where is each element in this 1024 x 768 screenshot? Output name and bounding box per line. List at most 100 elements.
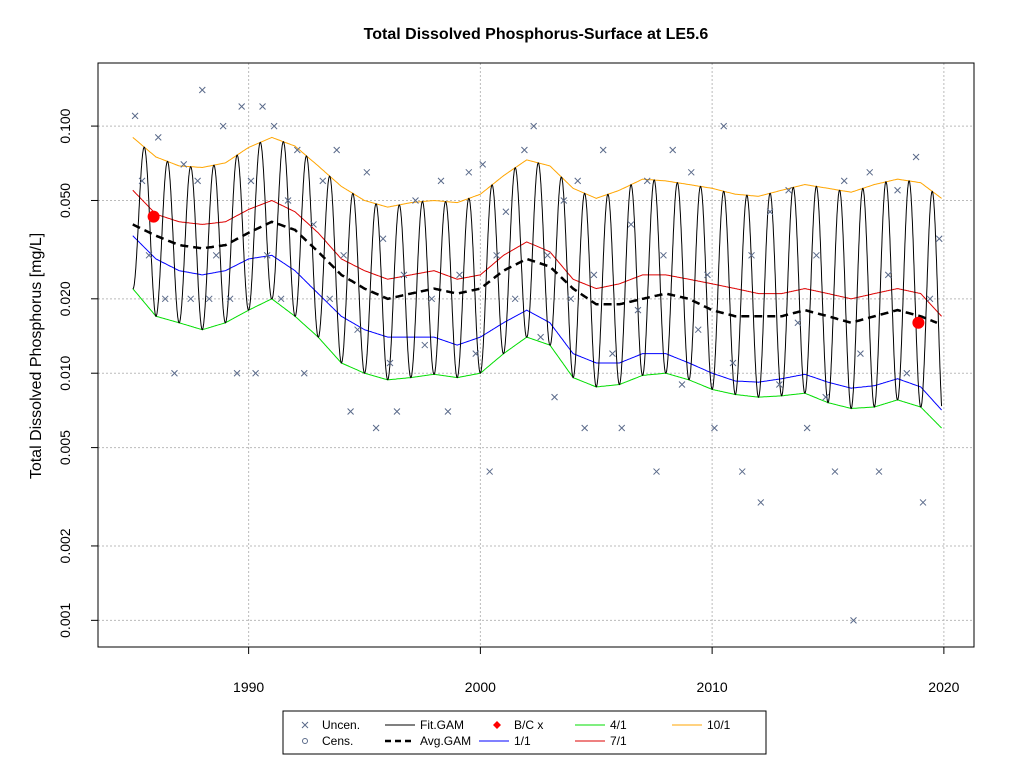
scatter-point xyxy=(226,295,234,303)
scatter-point xyxy=(187,295,195,303)
scatter-point xyxy=(894,186,901,194)
series-1-1 xyxy=(132,235,942,411)
scatter-point xyxy=(704,271,711,279)
scatter-point xyxy=(393,408,401,415)
scatter-point xyxy=(757,499,765,506)
y-tick-label-1: 0.002 xyxy=(57,528,73,563)
scatter-point xyxy=(669,146,677,154)
scatter-point xyxy=(926,295,934,303)
scatter-point xyxy=(479,161,487,168)
scatter-point xyxy=(912,153,920,161)
scatter-point xyxy=(347,408,354,415)
scatter-point xyxy=(729,359,737,367)
legend-cens-label: Cens. xyxy=(322,734,353,748)
scatter-point xyxy=(270,122,278,130)
legend-b-c-x-marker xyxy=(493,721,501,729)
scatter-point xyxy=(560,197,568,204)
scatter-point xyxy=(521,146,528,154)
scatter-point xyxy=(609,350,616,357)
scatter-point xyxy=(530,122,538,130)
scatter-point xyxy=(850,616,857,624)
scatter-point xyxy=(212,251,220,259)
scatter-point xyxy=(437,177,445,185)
bc-points xyxy=(147,210,925,329)
grid xyxy=(98,63,974,647)
series-fit-gam xyxy=(132,141,943,410)
scatter-point xyxy=(363,168,371,176)
scatter-point xyxy=(326,295,334,303)
scatter-point xyxy=(618,424,626,432)
legend-avg-gam-label: Avg.GAM xyxy=(420,734,471,748)
scatter-point xyxy=(263,251,271,259)
legend-7-1-label: 7/1 xyxy=(610,734,627,748)
scatter-points xyxy=(131,86,943,624)
scatter-point xyxy=(720,122,728,130)
scatter-point xyxy=(277,295,285,303)
scatter-point xyxy=(412,197,419,204)
scatter-point xyxy=(444,408,452,415)
scatter-point xyxy=(486,468,494,475)
scatter-point xyxy=(803,424,811,432)
scatter-point xyxy=(738,468,746,475)
scatter-point xyxy=(428,295,436,303)
scatter-point xyxy=(145,251,153,259)
scatter-point xyxy=(857,350,864,357)
scatter-point xyxy=(154,134,162,141)
bc-point xyxy=(912,316,925,329)
y-tick-label-2: 0.005 xyxy=(57,430,73,465)
scatter-point xyxy=(171,369,178,377)
scatter-point xyxy=(643,177,651,185)
scatter-point xyxy=(567,295,575,303)
scatter-point xyxy=(386,359,394,367)
scatter-point xyxy=(551,393,558,401)
scatter-point xyxy=(502,208,510,216)
scatter-point xyxy=(219,122,227,130)
scatter-point xyxy=(472,350,480,357)
scatter-point xyxy=(653,468,660,475)
y-tick-label-4: 0.020 xyxy=(57,281,73,316)
scatter-point xyxy=(379,235,387,243)
scatter-point xyxy=(233,369,241,377)
scatter-point xyxy=(421,341,429,349)
fit-gam-line xyxy=(132,141,943,410)
series-avg-gam xyxy=(132,220,938,325)
scatter-point xyxy=(935,235,943,243)
legend-uncen-label: Uncen. xyxy=(322,718,360,732)
scatter-point xyxy=(766,208,774,216)
legend-cens-marker xyxy=(302,738,308,744)
bc-point xyxy=(147,210,160,223)
scatter-point xyxy=(678,381,686,388)
scatter-point xyxy=(794,319,802,327)
chart-title: Total Dissolved Phosphorus-Surface at LE… xyxy=(364,26,709,43)
legend-b-c-x-label: B/C x xyxy=(514,718,543,732)
scatter-point xyxy=(198,86,206,94)
scatter-point xyxy=(284,197,292,204)
plot-frame xyxy=(97,62,975,648)
envelope-lines xyxy=(132,136,942,429)
scatter-point xyxy=(300,369,308,377)
scatter-point xyxy=(590,271,598,279)
scatter-point xyxy=(875,468,883,475)
scatter-point xyxy=(711,424,718,432)
scatter-point xyxy=(340,251,348,259)
scatter-point xyxy=(785,186,792,194)
x-axis: 1990 2000 2010 2020 xyxy=(233,646,960,695)
scatter-point xyxy=(194,177,202,185)
y-tick-label-5: 0.050 xyxy=(57,183,73,218)
legend-10-1-label: 10/1 xyxy=(707,718,731,732)
series-10-1 xyxy=(132,136,942,208)
scatter-point xyxy=(694,326,702,334)
scatter-point xyxy=(372,424,380,432)
scatter-point xyxy=(247,177,255,185)
series-4-1 xyxy=(132,288,942,429)
scatter-point xyxy=(131,112,139,120)
scatter-point xyxy=(537,333,544,341)
x-tick-label-2020: 2020 xyxy=(928,679,959,695)
scatter-point xyxy=(354,326,361,334)
scatter-point xyxy=(634,306,642,314)
scatter-point xyxy=(813,251,820,259)
scatter-point xyxy=(138,177,146,185)
legend: Uncen. Cens. Fit.GAM Avg.GAM B/C x 1/1 4/1 7/1 1… xyxy=(282,710,767,755)
scatter-point xyxy=(627,221,635,228)
scatter-point xyxy=(319,177,327,185)
